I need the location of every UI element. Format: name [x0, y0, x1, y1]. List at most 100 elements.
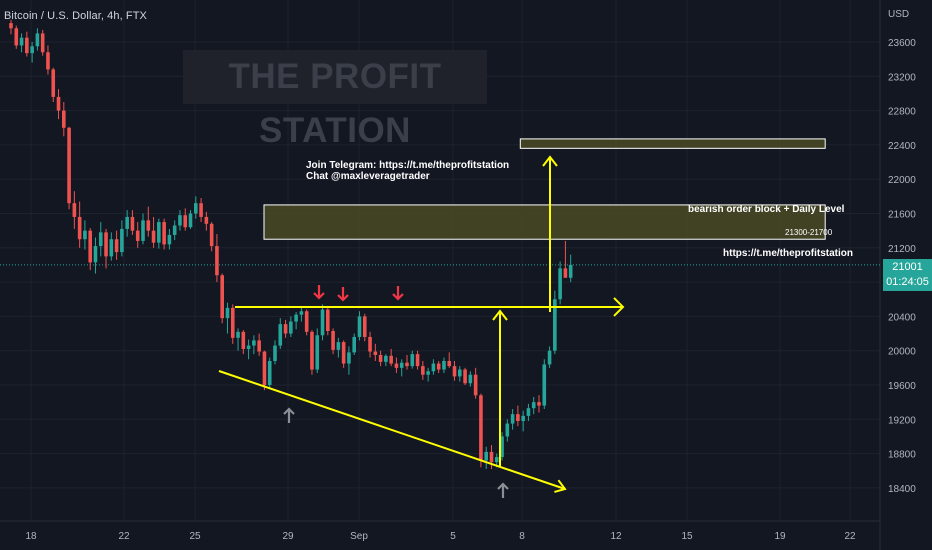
y-tick-label: 22800: [888, 107, 916, 118]
candle-body: [537, 402, 541, 406]
candle-body: [30, 46, 34, 54]
candle-body: [304, 311, 309, 332]
candle-body: [51, 69, 56, 97]
telegram-link-text: Join Telegram: https://t.me/theprofitsta…: [306, 160, 510, 171]
candle-body: [209, 223, 214, 247]
x-tick-label: 18: [25, 531, 37, 542]
y-tick-label: 19600: [888, 381, 916, 392]
candle-body: [88, 230, 92, 263]
candle-body: [283, 324, 288, 334]
candle-body: [505, 423, 510, 437]
y-tick-label: 22400: [888, 141, 916, 152]
candle-body: [468, 374, 473, 384]
candle-body: [341, 342, 346, 364]
order-block-label: bearish order block + Daily Level: [688, 204, 845, 215]
candle-body: [157, 222, 161, 243]
candle-body: [130, 216, 135, 231]
candle-body: [77, 216, 82, 240]
telegram-chat-text: Chat @maxleveragetrader: [306, 171, 430, 182]
x-tick-label: Sep: [350, 531, 368, 542]
support-marker-head: [497, 482, 509, 490]
candle-body: [162, 222, 166, 245]
watermark: THE PROFIT STATION: [183, 50, 487, 150]
y-tick-label: 19200: [888, 415, 916, 426]
candle-body: [188, 213, 193, 228]
candle-body: [373, 351, 378, 355]
candle-body: [135, 230, 140, 241]
zone-range-label: 21300-21700: [785, 228, 833, 237]
candle-body: [452, 366, 457, 377]
candle-body: [215, 246, 219, 276]
candle-body: [98, 232, 103, 247]
candle-body: [331, 330, 335, 350]
candle-body: [109, 239, 114, 257]
candle-body: [394, 363, 399, 368]
candle-body: [368, 336, 372, 352]
candle-body: [447, 360, 452, 367]
candle-body: [241, 331, 246, 349]
candle-body: [357, 316, 362, 337]
candle-body: [56, 96, 61, 111]
candle-body: [500, 436, 504, 458]
candle-body: [458, 369, 462, 377]
candle-body: [35, 33, 40, 47]
candle-body: [62, 110, 66, 128]
candle-body: [421, 366, 425, 375]
candle-body: [410, 354, 415, 367]
candle-body: [146, 220, 151, 231]
candle-body: [426, 371, 430, 375]
support-marker-head: [283, 407, 295, 415]
candle-body: [72, 203, 77, 217]
y-tick-label: 21600: [888, 210, 916, 221]
candle-body: [553, 299, 557, 351]
candle-body: [40, 33, 45, 53]
resistance-arrowhead: [613, 297, 625, 317]
candle-countdown: 01:24:05: [886, 276, 929, 288]
candle-body: [167, 234, 172, 245]
candle-body: [431, 363, 436, 372]
candle-body: [294, 314, 298, 322]
candle-body: [25, 37, 29, 54]
candle-body: [494, 457, 499, 463]
candle-body: [120, 228, 124, 253]
y-tick-label: 23200: [888, 72, 916, 83]
candle-body: [542, 364, 547, 406]
candle-body: [178, 215, 182, 226]
candle-body: [172, 225, 177, 235]
x-tick-label: 12: [610, 531, 622, 542]
candle-body: [299, 311, 304, 315]
candle-body: [151, 230, 156, 243]
x-tick-label: 15: [681, 531, 693, 542]
candle-body: [83, 230, 87, 240]
candle-body: [526, 408, 531, 416]
price-axis-unit: USD: [888, 9, 910, 20]
site-link-text: https://t.me/theprofitstation: [723, 248, 853, 259]
candle-body: [236, 331, 240, 338]
candle-body: [531, 402, 536, 409]
candle-body: [19, 37, 24, 46]
x-tick-label: 19: [774, 531, 786, 542]
candle-body: [489, 451, 494, 463]
candle-body: [415, 354, 420, 367]
candle-body: [204, 216, 209, 224]
candle-body: [473, 374, 478, 396]
candle-body: [484, 451, 488, 461]
symbol-title: Bitcoin / U.S. Dollar, 4h, FTX: [4, 10, 147, 22]
order-block-zone: [263, 204, 826, 240]
candle-body: [563, 268, 568, 278]
candle-body: [93, 246, 98, 263]
candle-body: [399, 362, 404, 368]
candle-body: [267, 360, 272, 385]
measured-move-arrowhead-1: [492, 309, 508, 321]
candle-body: [510, 414, 515, 424]
candle-body: [362, 316, 367, 337]
measured-move-arrowhead-2: [542, 155, 558, 167]
y-tick-label: 22000: [888, 175, 916, 186]
candle-body: [278, 324, 283, 346]
candle-body: [273, 345, 277, 361]
candle-body: [516, 414, 520, 422]
candle-body: [315, 335, 320, 370]
candle-body: [257, 340, 261, 352]
